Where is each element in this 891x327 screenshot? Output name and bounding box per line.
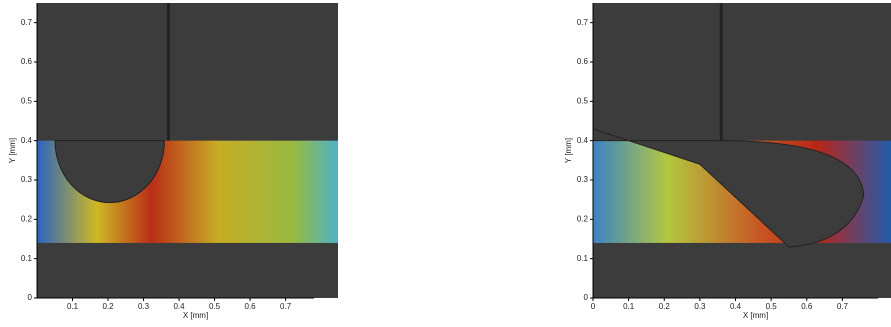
obstacle bbox=[592, 128, 865, 248]
x-tick-label: 0.2 bbox=[659, 302, 671, 311]
x-tick-label: 0.5 bbox=[209, 302, 221, 311]
y-tick-label: 0.6 bbox=[577, 57, 589, 66]
x-axis-label: X [mm] bbox=[743, 311, 768, 320]
x-axis-label: X [mm] bbox=[183, 311, 208, 320]
x-tick-label: 0.1 bbox=[623, 302, 635, 311]
y-tick-label: 0.7 bbox=[21, 18, 33, 27]
x-tick-label: 0.6 bbox=[245, 302, 257, 311]
x-tick-label: 0.4 bbox=[730, 302, 742, 311]
y-tick-label: 0.7 bbox=[577, 18, 589, 27]
obstacle bbox=[54, 140, 165, 204]
x-tick-label: 0.1 bbox=[67, 302, 79, 311]
y-tick-label: 0.4 bbox=[577, 136, 589, 145]
y-tick-label: 0.6 bbox=[21, 57, 33, 66]
y-tick-label: 0.5 bbox=[21, 96, 33, 105]
x-tick-label: 0.7 bbox=[280, 302, 292, 311]
x-tick-label: 0.4 bbox=[173, 302, 185, 311]
y-tick-label: 0.2 bbox=[577, 214, 589, 223]
y-tick-label: 0.2 bbox=[21, 214, 33, 223]
y-axis-label: Y [mm] bbox=[564, 138, 573, 163]
x-tick-label: 0.6 bbox=[801, 302, 813, 311]
x-tick-label: 0.2 bbox=[102, 302, 114, 311]
y-tick-label: 0.1 bbox=[21, 254, 33, 263]
y-tick-label: 0.3 bbox=[21, 175, 33, 184]
x-tick-label: 0 bbox=[591, 302, 596, 311]
x-tick-label: 0.3 bbox=[694, 302, 706, 311]
y-tick-label: 0 bbox=[28, 293, 33, 302]
y-tick-label: 0.1 bbox=[577, 254, 589, 263]
y-axis-label: Y [mm] bbox=[8, 138, 17, 163]
x-tick-label: 0.5 bbox=[766, 302, 778, 311]
x-tick-label: 0.3 bbox=[138, 302, 150, 311]
x-tick-label: 0.7 bbox=[837, 302, 849, 311]
y-tick-label: 0.4 bbox=[21, 136, 33, 145]
y-tick-label: 0.5 bbox=[577, 96, 589, 105]
y-tick-label: 0.3 bbox=[577, 175, 589, 184]
y-tick-label: 0 bbox=[584, 293, 589, 302]
